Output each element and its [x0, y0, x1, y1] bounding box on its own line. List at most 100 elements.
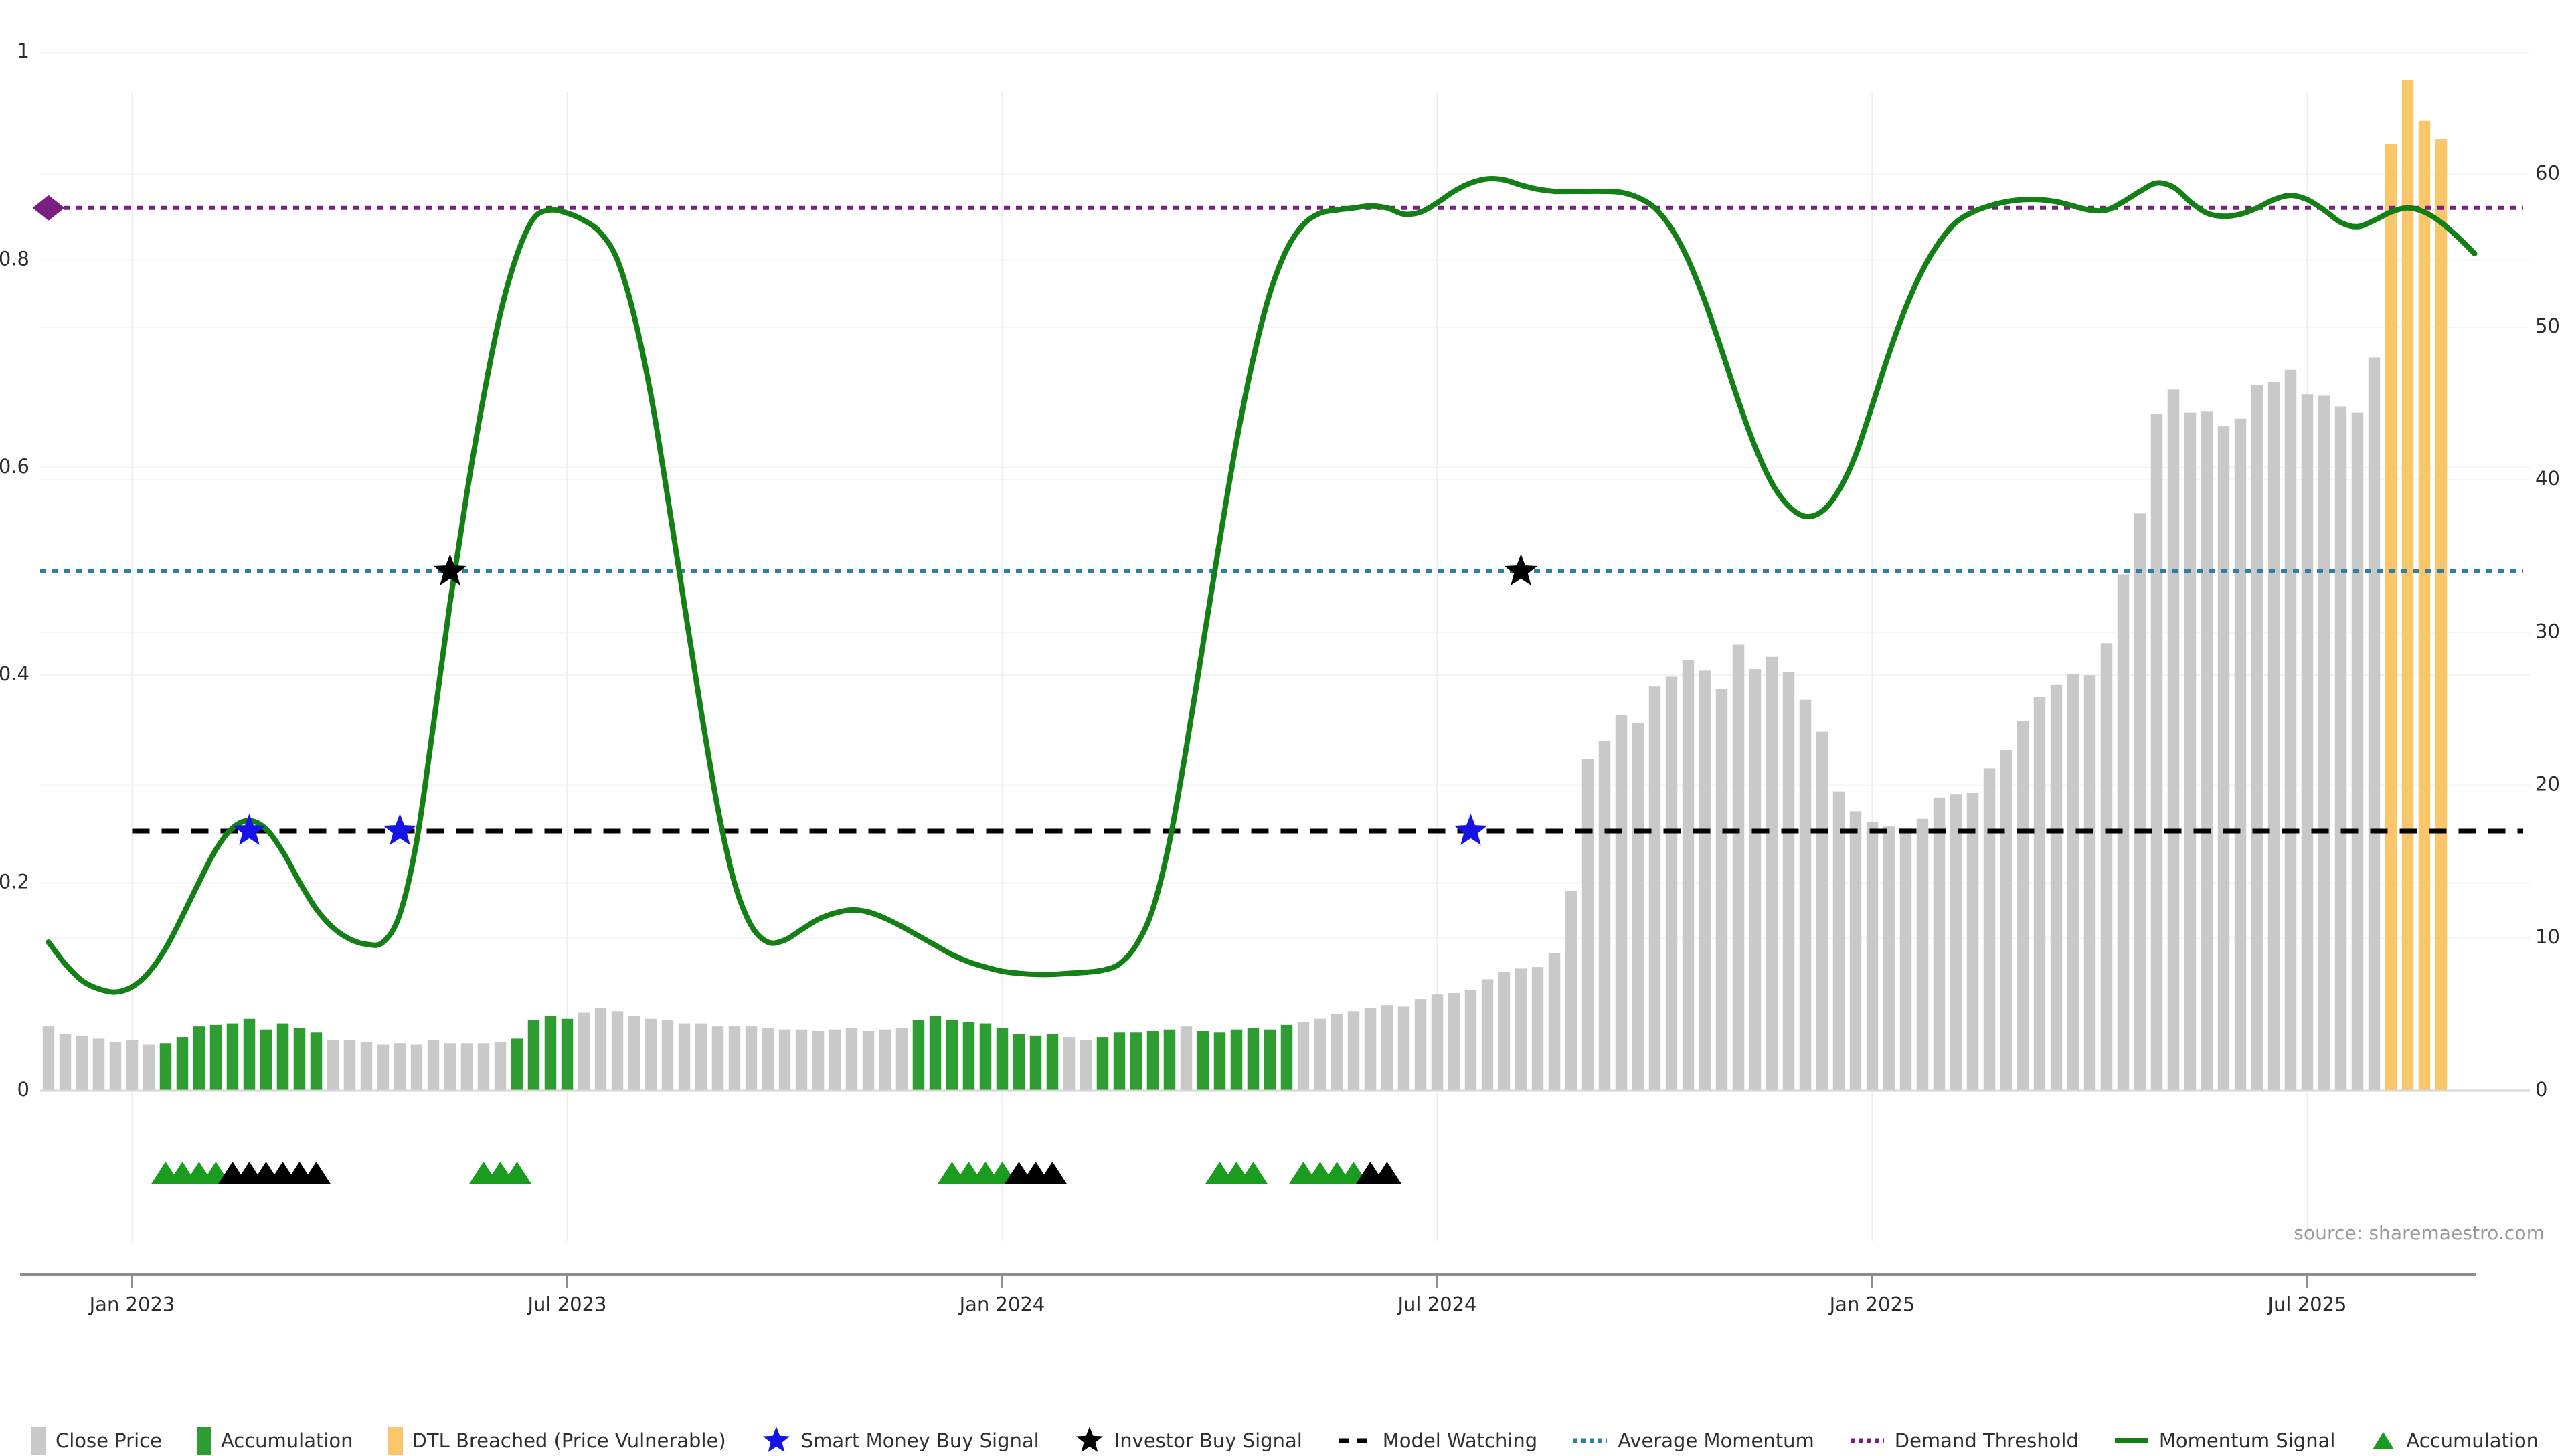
bar-close-price [1397, 1006, 1410, 1091]
bar-close-price [645, 1018, 657, 1091]
legend-accumulation-triangle[interactable]: Accumulation [2370, 1429, 2539, 1453]
bar-close-price [728, 1026, 741, 1091]
legend-item-label: DTL Breached (Price Vulnerable) [412, 1429, 726, 1452]
bar-close-price [2267, 381, 2280, 1091]
bar-close-price [745, 1026, 758, 1091]
bar-close-price [1648, 686, 1661, 1091]
bar-close-price [2150, 414, 2163, 1091]
bar-close-price [1782, 672, 1795, 1091]
right-axis-labels: 0 10 20 30 40 50 60 [2535, 162, 2560, 1101]
legend-close-price[interactable]: Close Price [31, 1427, 162, 1455]
bar-close-price [1180, 1026, 1193, 1091]
source-attribution: source: sharemaestro.com [2294, 1222, 2545, 1244]
smart-money-buy-signal-marker[interactable] [1454, 814, 1488, 846]
right-axis-tick-label: 40 [2535, 467, 2560, 490]
bar-close-price [2217, 426, 2230, 1091]
bar-close-price [1531, 967, 1544, 1091]
bar-close-price [2184, 412, 2197, 1091]
bar-close-price [1766, 656, 1778, 1091]
bar-accumulation [544, 1016, 557, 1091]
bar-close-price [1632, 722, 1644, 1091]
bar-close-price [812, 1030, 825, 1091]
bar-close-price [2284, 369, 2297, 1091]
right-axis-tick-label: 60 [2535, 162, 2560, 185]
legend-smart-money-buy-signal[interactable]: Smart Money Buy Signal [761, 1425, 1039, 1456]
bar-close-price [1448, 992, 1460, 1091]
legend-swatch-star-icon [1076, 1427, 1103, 1452]
bar-close-price [711, 1026, 724, 1091]
legend-accumulation-bar[interactable]: Accumulation [196, 1427, 353, 1455]
legend-item-label: Accumulation [220, 1429, 353, 1452]
bar-close-price [845, 1028, 858, 1091]
bar-close-price [1314, 1018, 1326, 1091]
bar-close-price [2017, 721, 2029, 1091]
bar-close-price [42, 1026, 55, 1091]
bar-accumulation [293, 1028, 306, 1091]
x-axis-tick-label: Jul 2025 [2266, 1293, 2346, 1316]
legend-item-label: Investor Buy Signal [1114, 1429, 1302, 1452]
bar-accumulation [527, 1020, 540, 1091]
bar-close-price [795, 1029, 808, 1091]
legend-item-label: Accumulation [2406, 1429, 2539, 1452]
investor-buy-signal-marker[interactable] [1504, 554, 1538, 586]
left-axis-tick-label: 0.6 [0, 455, 29, 478]
legend-swatch-rect [388, 1427, 403, 1455]
bar-close-price [1481, 979, 1494, 1091]
bar-close-price [1598, 741, 1611, 1091]
demand-threshold-start-diamond [32, 195, 65, 221]
bar-close-price [695, 1023, 707, 1091]
bar-close-price [1615, 715, 1628, 1091]
bar-close-price [360, 1041, 373, 1091]
legend-swatch-triangle-icon [2373, 1432, 2395, 1449]
x-axis-tick-label: Jan 2024 [958, 1293, 1045, 1316]
legend-swatch-line-line [2114, 1438, 2148, 1443]
bar-close-price [327, 1040, 339, 1091]
accumulation-triangle-black [1037, 1162, 1067, 1184]
bar-accumulation [310, 1032, 323, 1091]
bar-close-price [394, 1043, 406, 1091]
bar-close-price [678, 1023, 691, 1091]
left-axis-tick-label: 1 [17, 39, 29, 62]
legend-swatch-line-dotted [1573, 1438, 1608, 1443]
accumulation-triangle-black [1372, 1162, 1402, 1184]
smart-money-buy-signal-marker[interactable] [232, 814, 266, 846]
legend-item-label: Momentum Signal [2158, 1429, 2336, 1452]
legend-model-watching[interactable]: Model Watching [1337, 1429, 1537, 1452]
bar-accumulation [1280, 1024, 1293, 1091]
x-axis-tick-label: Jan 2023 [88, 1293, 175, 1316]
bar-close-price [2134, 513, 2146, 1091]
bar-close-price [109, 1041, 122, 1091]
legend-average-momentum[interactable]: Average Momentum [1572, 1429, 1814, 1452]
right-axis-tick-label: 10 [2535, 925, 2560, 948]
bar-close-price [1381, 1005, 1393, 1091]
bar-close-price [2301, 394, 2314, 1091]
legend-momentum-signal[interactable]: Momentum Signal [2114, 1429, 2336, 1452]
momentum-signal-line [46, 176, 2478, 995]
bar-close-price [1883, 826, 1895, 1091]
bar-close-price [494, 1041, 507, 1091]
right-axis-tick-label: 30 [2535, 620, 2560, 642]
bar-close-price [594, 1008, 607, 1091]
accumulation-triangle-row [151, 1162, 1402, 1184]
bar-accumulation [1013, 1034, 1025, 1091]
legend-dtl-breached[interactable]: DTL Breached (Price Vulnerable) [388, 1427, 726, 1455]
close-price-bars [42, 80, 2448, 1091]
legend-demand-threshold[interactable]: Demand Threshold [1849, 1429, 2079, 1452]
bar-accumulation [243, 1018, 256, 1091]
bar-accumulation [1264, 1029, 1276, 1091]
bar-close-price [1832, 791, 1845, 1091]
bar-close-price [1715, 689, 1728, 1091]
bar-close-price [1080, 1040, 1092, 1091]
bar-close-price [92, 1038, 105, 1091]
bar-close-price [1966, 792, 1979, 1091]
bar-close-price [2251, 385, 2263, 1091]
investor-buy-signal-marker[interactable] [433, 554, 467, 586]
x-axis-tick-label: Jul 2024 [1396, 1293, 1476, 1316]
legend-investor-buy-signal[interactable]: Investor Buy Signal [1074, 1425, 1302, 1456]
accumulation-triangle-green [1238, 1162, 1268, 1184]
bar-close-price [427, 1040, 440, 1091]
smart-money-buy-signal-marker[interactable] [383, 814, 417, 846]
